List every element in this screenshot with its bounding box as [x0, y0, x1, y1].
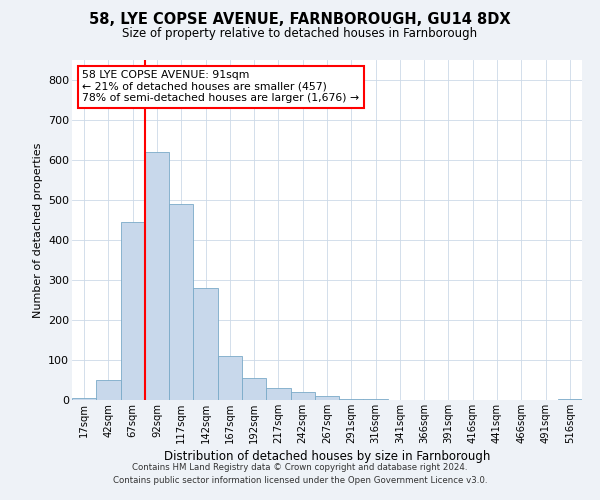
Bar: [364, 399, 388, 400]
Bar: [169, 204, 193, 400]
Bar: [193, 288, 218, 400]
Text: Size of property relative to detached houses in Farnborough: Size of property relative to detached ho…: [122, 28, 478, 40]
Bar: [218, 356, 242, 400]
Bar: [558, 399, 582, 400]
Text: Contains HM Land Registry data © Crown copyright and database right 2024.: Contains HM Land Registry data © Crown c…: [132, 464, 468, 472]
Bar: [96, 380, 121, 400]
Bar: [72, 398, 96, 400]
Bar: [339, 399, 364, 400]
Bar: [315, 396, 339, 400]
Bar: [145, 152, 169, 400]
Text: 58, LYE COPSE AVENUE, FARNBOROUGH, GU14 8DX: 58, LYE COPSE AVENUE, FARNBOROUGH, GU14 …: [89, 12, 511, 28]
X-axis label: Distribution of detached houses by size in Farnborough: Distribution of detached houses by size …: [164, 450, 490, 463]
Bar: [266, 388, 290, 400]
Bar: [242, 378, 266, 400]
Text: 58 LYE COPSE AVENUE: 91sqm
← 21% of detached houses are smaller (457)
78% of sem: 58 LYE COPSE AVENUE: 91sqm ← 21% of deta…: [82, 70, 359, 103]
Text: Contains public sector information licensed under the Open Government Licence v3: Contains public sector information licen…: [113, 476, 487, 485]
Y-axis label: Number of detached properties: Number of detached properties: [32, 142, 43, 318]
Bar: [121, 222, 145, 400]
Bar: [290, 392, 315, 400]
